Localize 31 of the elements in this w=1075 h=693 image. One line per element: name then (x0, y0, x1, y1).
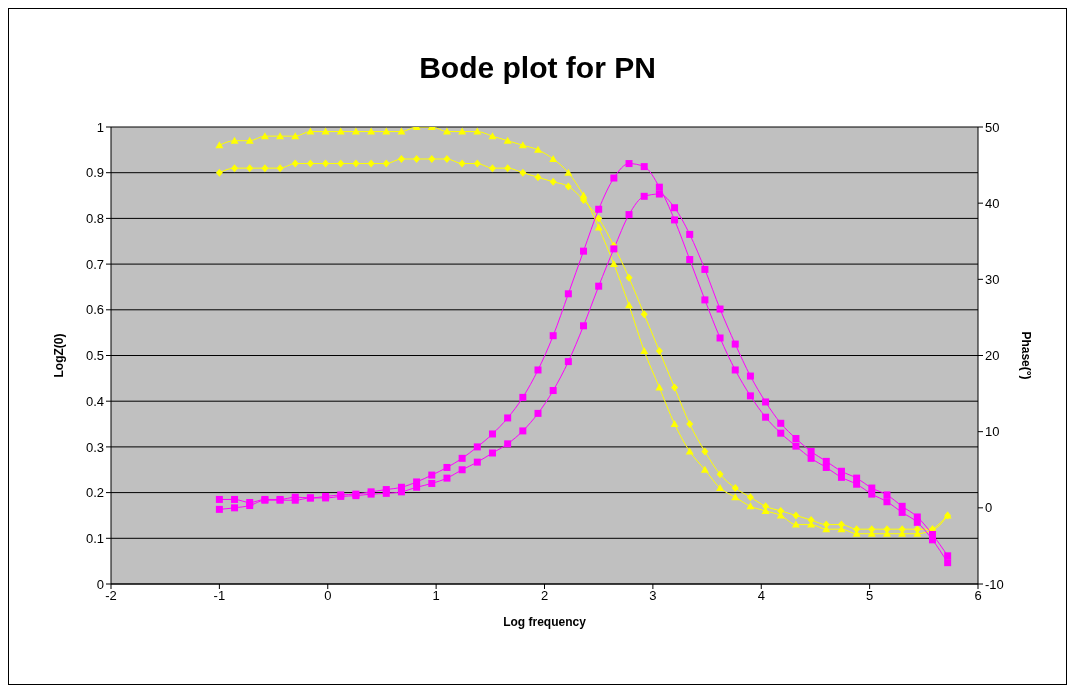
y2-tick-label: 50 (985, 119, 1000, 135)
chart-title: Bode plot for PN (418, 51, 657, 85)
x-tick-label: 2 (540, 588, 549, 604)
y2-tick-label: 0 (985, 500, 993, 516)
y-tick-label: 0.6 (85, 302, 104, 318)
y-tick-label: 0.9 (85, 165, 104, 181)
x-tick-label: 3 (649, 588, 657, 604)
y-tick-label: 0.7 (85, 256, 104, 272)
y2-tick-label: 40 (985, 195, 1000, 211)
x-tick-label: 6 (974, 588, 982, 604)
y-tick-label: 0.4 (85, 393, 104, 409)
y-tick-label: 0.3 (85, 439, 104, 455)
y2-tick-label: 10 (985, 424, 1000, 440)
x-tick-label: 5 (866, 588, 874, 604)
y-tick-label: 0.2 (85, 485, 104, 501)
x-axis-title: Log frequency (503, 615, 587, 629)
y2-tick-label: 30 (985, 271, 1000, 287)
y2-tick-label: -10 (985, 576, 1004, 592)
y-tick-label: 0.1 (85, 530, 104, 546)
y-tick-label: 0.8 (85, 211, 104, 227)
y-tick-label: 0.5 (85, 348, 104, 364)
x-tick-label: 0 (324, 588, 332, 604)
y-axis-title: LogZ(0) (52, 333, 67, 378)
x-tick-label: 4 (757, 588, 765, 604)
x-tick-label: -2 (105, 588, 117, 604)
x-tick-label: 1 (432, 588, 440, 604)
y2-axis-title: Phase(°) (1018, 331, 1033, 380)
x-tick-label: -1 (213, 588, 226, 604)
y-tick-label: 1 (96, 119, 104, 135)
y-tick-label: 0 (96, 576, 104, 592)
y2-tick-label: 20 (985, 348, 1000, 364)
